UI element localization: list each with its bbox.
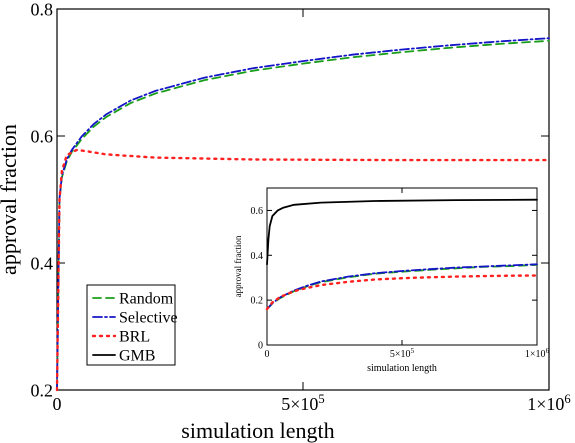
inset-y-tick-label: 0 [258,341,263,352]
main-x-tick-label: 0 [53,394,62,414]
inset-x-tick-label-exponent: 5 [411,347,415,355]
main-y-tick-label: 0.4 [31,253,54,273]
legend-label-gmb: GMB [119,348,155,365]
inset-chart: 0 5×105 1×106 0 0.2 0.4 0.6 simulation length ap… [233,187,550,374]
main-series-selective-line [56,37,550,391]
main-y-tick-label: 0.8 [31,0,54,19]
inset-series-brl-line [265,274,539,311]
main-x-tick-label: 5×105 [281,392,324,414]
inset-x-tick-label-base: 0 [265,349,270,360]
main-x-tick-label-exponent: 5 [318,392,324,406]
main-x-axis-label: simulation length [181,418,334,443]
legend-label-selective: Selective [119,310,178,327]
legend-label-brl: BRL [119,329,150,346]
inset-x-tick-label: 0 [265,349,270,360]
main-series-brl-line [55,148,551,392]
inset-x-axis-label: simulation length [367,363,437,374]
inset-x-tick-label: 1×106 [525,347,550,360]
main-x-tick-label: 1×106 [527,392,570,414]
main-x-tick-label-base: 0 [53,394,62,414]
inset-y-tick-label: 0.2 [251,296,264,307]
inset-y-axis-label: approval fraction [233,235,243,297]
main-x-tick-label-base: 1×10 [527,394,564,414]
legend-label-random: Random [119,291,174,308]
inset-x-tick-label-exponent: 6 [546,347,550,355]
inset-x-tick-label: 5×105 [390,347,415,360]
main-y-tick-label: 0.2 [31,380,54,400]
main-x-tick-label-base: 5×10 [281,394,318,414]
inset-y-tick-label: 0.6 [251,206,264,217]
inset-series-gmb-line [266,198,538,266]
legend: Random Selective BRL GMB [86,284,178,366]
inset-x-tick-label-base: 1×10 [525,349,546,360]
inset-y-tick-label: 0.4 [251,251,264,262]
main-x-tick-label-exponent: 6 [564,392,570,406]
inset-x-tick-label-base: 5×10 [390,349,411,360]
main-y-tick-label: 0.6 [31,126,54,146]
main-y-axis-label: approval fraction [0,124,21,275]
